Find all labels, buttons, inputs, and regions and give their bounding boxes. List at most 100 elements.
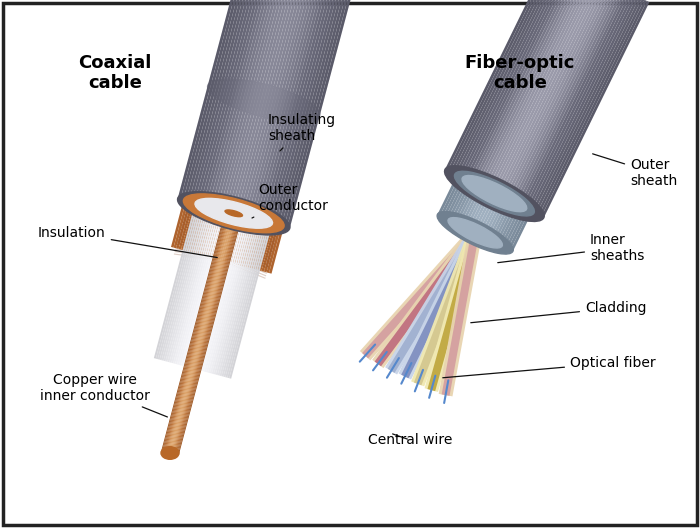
Polygon shape bbox=[242, 0, 306, 216]
Polygon shape bbox=[181, 0, 244, 200]
Polygon shape bbox=[164, 205, 206, 361]
Polygon shape bbox=[175, 209, 218, 364]
Polygon shape bbox=[428, 232, 479, 391]
Polygon shape bbox=[194, 206, 209, 253]
Polygon shape bbox=[490, 201, 512, 241]
Ellipse shape bbox=[444, 166, 545, 221]
Polygon shape bbox=[237, 218, 251, 265]
Polygon shape bbox=[218, 220, 261, 375]
Polygon shape bbox=[246, 220, 261, 268]
Polygon shape bbox=[462, 0, 570, 179]
Polygon shape bbox=[502, 0, 610, 199]
Polygon shape bbox=[237, 0, 300, 215]
Polygon shape bbox=[256, 223, 272, 270]
Text: Fiber-optic
cable: Fiber-optic cable bbox=[465, 54, 575, 92]
Polygon shape bbox=[475, 194, 497, 234]
Polygon shape bbox=[214, 0, 278, 209]
Polygon shape bbox=[174, 214, 239, 455]
Polygon shape bbox=[244, 219, 259, 267]
Polygon shape bbox=[453, 183, 475, 223]
Polygon shape bbox=[167, 213, 232, 452]
Polygon shape bbox=[154, 203, 197, 359]
Ellipse shape bbox=[448, 218, 503, 248]
Polygon shape bbox=[173, 208, 216, 364]
Polygon shape bbox=[279, 0, 342, 226]
Polygon shape bbox=[195, 0, 258, 204]
Polygon shape bbox=[460, 0, 568, 178]
Polygon shape bbox=[445, 0, 553, 171]
Polygon shape bbox=[531, 0, 640, 213]
Polygon shape bbox=[170, 213, 234, 453]
Polygon shape bbox=[467, 0, 575, 182]
Polygon shape bbox=[199, 208, 214, 255]
Polygon shape bbox=[465, 188, 487, 229]
Ellipse shape bbox=[195, 199, 272, 228]
Polygon shape bbox=[191, 205, 206, 253]
Polygon shape bbox=[204, 216, 247, 372]
Polygon shape bbox=[463, 187, 484, 228]
Polygon shape bbox=[510, 211, 532, 251]
Text: Copper wire
inner conductor: Copper wire inner conductor bbox=[40, 373, 167, 417]
Polygon shape bbox=[524, 0, 632, 209]
Polygon shape bbox=[529, 0, 637, 212]
Polygon shape bbox=[228, 223, 270, 378]
Polygon shape bbox=[167, 212, 231, 452]
Polygon shape bbox=[210, 218, 253, 373]
Polygon shape bbox=[216, 220, 259, 375]
Polygon shape bbox=[183, 211, 226, 366]
Polygon shape bbox=[484, 0, 593, 190]
Polygon shape bbox=[440, 176, 462, 217]
Polygon shape bbox=[234, 0, 298, 214]
Polygon shape bbox=[211, 0, 275, 208]
Polygon shape bbox=[192, 0, 256, 203]
Polygon shape bbox=[362, 230, 478, 359]
Polygon shape bbox=[178, 202, 193, 250]
Polygon shape bbox=[231, 0, 295, 213]
Polygon shape bbox=[197, 0, 261, 204]
Ellipse shape bbox=[207, 79, 320, 122]
Polygon shape bbox=[176, 215, 241, 455]
Polygon shape bbox=[251, 221, 267, 269]
Polygon shape bbox=[534, 0, 642, 214]
Polygon shape bbox=[239, 0, 303, 215]
Polygon shape bbox=[186, 0, 250, 201]
Polygon shape bbox=[541, 1, 650, 218]
Polygon shape bbox=[178, 215, 242, 455]
Polygon shape bbox=[507, 0, 615, 201]
Polygon shape bbox=[470, 191, 492, 232]
Polygon shape bbox=[494, 0, 603, 195]
Polygon shape bbox=[251, 0, 314, 219]
FancyBboxPatch shape bbox=[3, 3, 697, 525]
Polygon shape bbox=[160, 204, 203, 360]
Polygon shape bbox=[447, 180, 469, 221]
Polygon shape bbox=[206, 217, 249, 373]
Polygon shape bbox=[458, 185, 480, 225]
Polygon shape bbox=[186, 204, 201, 252]
Polygon shape bbox=[174, 201, 188, 248]
Polygon shape bbox=[273, 0, 337, 224]
Polygon shape bbox=[450, 181, 472, 222]
Polygon shape bbox=[483, 197, 505, 238]
Text: Coaxial
cable: Coaxial cable bbox=[78, 54, 152, 92]
Polygon shape bbox=[477, 195, 499, 235]
Polygon shape bbox=[264, 224, 279, 272]
Polygon shape bbox=[374, 230, 478, 366]
Polygon shape bbox=[504, 0, 612, 200]
Polygon shape bbox=[473, 192, 494, 233]
Polygon shape bbox=[241, 219, 256, 266]
Polygon shape bbox=[442, 177, 464, 218]
Polygon shape bbox=[493, 202, 514, 243]
Polygon shape bbox=[477, 0, 585, 186]
Polygon shape bbox=[208, 218, 251, 373]
Polygon shape bbox=[225, 0, 289, 212]
Polygon shape bbox=[265, 0, 328, 222]
Polygon shape bbox=[190, 213, 234, 369]
Polygon shape bbox=[267, 225, 281, 273]
Polygon shape bbox=[259, 223, 274, 271]
Polygon shape bbox=[509, 0, 617, 202]
Polygon shape bbox=[259, 0, 323, 221]
Polygon shape bbox=[482, 0, 590, 189]
Polygon shape bbox=[231, 216, 246, 263]
Polygon shape bbox=[176, 201, 191, 249]
Polygon shape bbox=[185, 211, 228, 367]
